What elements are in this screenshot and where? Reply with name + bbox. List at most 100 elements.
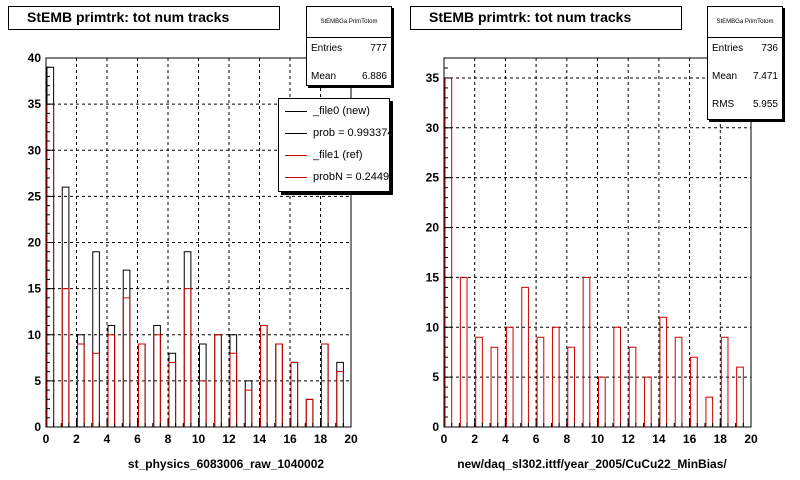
left-stats-mean: Mean 6.886 — [311, 71, 387, 85]
right-bar-series0 — [444, 77, 453, 427]
left-bar-series0 — [199, 343, 207, 427]
right-stats-entries-value: 736 — [761, 43, 778, 54]
left-stats-entries: Entries 777 — [311, 43, 387, 57]
right-xtick-label: 12 — [622, 432, 636, 446]
left-bar-series0 — [153, 325, 161, 427]
left-bar-series0 — [244, 380, 253, 427]
legend-swatch-file1 — [285, 155, 307, 156]
left-stats-mean-value: 6.886 — [361, 71, 387, 82]
legend-entry-prob: prob = 0.993374 — [279, 123, 389, 145]
right-stats-entries-label: Entries — [712, 43, 744, 54]
right-bar-series0 — [567, 346, 575, 427]
left-bar-series0 — [260, 325, 268, 427]
right-bar-series0 — [720, 336, 729, 427]
left-ytick-label: 35 — [28, 97, 42, 111]
left-plot-title: StEMB primtrk: tot num tracks — [8, 6, 280, 30]
left-stats-entries-label: Entries — [311, 43, 343, 54]
left-bar-series0 — [46, 66, 55, 427]
left-xtick-label: 8 — [165, 432, 172, 446]
right-xtick-label: 16 — [683, 432, 697, 446]
left-bar-series1 — [138, 343, 146, 427]
right-stats-rms-label: RMS — [712, 99, 735, 110]
left-ytick-label: 10 — [28, 328, 42, 342]
left-xtick-label: 20 — [344, 432, 358, 446]
right-bar-series0 — [690, 356, 698, 427]
left-bar-series1 — [229, 352, 238, 427]
left-bar-series1 — [61, 288, 70, 427]
left-plot: 0 5 10 15 20 25 30 35 40 0 2 4 6 8 10 12 14 16 18 20 st_phys… — [28, 51, 358, 471]
right-stats-rms-value: 5.955 — [752, 99, 778, 110]
left-bar-series0 — [138, 343, 146, 427]
right-bar-series0 — [505, 326, 514, 427]
legend-label-prob: prob = 0.993374 — [313, 127, 390, 139]
right-xtick-label: 8 — [563, 432, 570, 446]
left-bar-series1 — [321, 343, 329, 427]
right-ytick-label: 10 — [426, 320, 440, 334]
left-xtick-label: 18 — [314, 432, 328, 446]
left-bar-series1 — [107, 334, 116, 427]
left-bar-series1 — [336, 371, 344, 427]
left-bar-series0 — [107, 325, 116, 427]
left-bar-series1 — [46, 103, 55, 427]
right-bar-series0 — [674, 336, 683, 427]
right-bar-series0 — [459, 276, 468, 427]
right-ytick-label: 5 — [432, 370, 439, 384]
left-xtick-label: 6 — [134, 432, 141, 446]
right-stats-entries: Entries 736 — [712, 43, 778, 57]
left-ytick-label: 20 — [28, 236, 42, 250]
right-stats-header: StEMBGa PrimTotom — [708, 7, 782, 38]
left-stats-mean-label: Mean — [311, 71, 337, 82]
left-bar-series0 — [275, 343, 283, 427]
left-bar-series1 — [168, 361, 177, 427]
right-xtick-label: 10 — [591, 432, 605, 446]
right-bar-series0 — [475, 336, 483, 427]
left-bar-series1 — [77, 343, 85, 427]
right-xlabel: new/daq_sl302.ittf/year_2005/CuCu22_MinB… — [457, 457, 727, 471]
right-plot-title: StEMB primtrk: tot num tracks — [410, 6, 682, 30]
legend-entry-file1: _file1 (ref) — [279, 145, 389, 167]
left-bar-series0 — [321, 343, 329, 427]
left-stats-box: StEMBGa PrimTotom Entries 777 Mean 6.886 — [306, 6, 392, 86]
left-ytick-label: 0 — [34, 420, 41, 434]
left-xtick-label: 4 — [104, 432, 111, 446]
left-stats-entries-value: 777 — [370, 43, 387, 54]
left-bar-series1 — [290, 361, 299, 427]
right-bar-series0 — [736, 366, 744, 427]
right-ytick-label: 35 — [426, 71, 440, 85]
right-bar-series0 — [582, 276, 591, 427]
right-ytick-label: 15 — [426, 270, 440, 284]
right-ytick-label: 20 — [426, 221, 440, 235]
left-bar-series0 — [183, 251, 192, 427]
right-bar-series0 — [598, 376, 606, 427]
right-xtick-label: 14 — [652, 432, 666, 446]
legend-label-file1: _file1 (ref) — [313, 149, 363, 161]
right-xtick-label: 20 — [744, 432, 758, 446]
right-bar-series0 — [628, 346, 637, 427]
left-xtick-label: 12 — [222, 432, 236, 446]
right-ytick-label: 30 — [426, 121, 440, 135]
right-plot: 0 5 10 15 20 25 30 35 0 2 4 6 8 10 12 14 16 18 20 new/daq_s… — [426, 57, 758, 471]
left-bar-series1 — [153, 334, 161, 427]
left-bar-series0 — [305, 398, 314, 427]
right-xtick-label: 6 — [533, 432, 540, 446]
left-bar-series0 — [61, 186, 70, 427]
right-xtick-label: 18 — [714, 432, 728, 446]
right-bar-series0 — [521, 286, 529, 427]
left-bar-series1 — [275, 343, 283, 427]
left-bar-series0 — [92, 251, 100, 427]
left-bar-series1 — [214, 334, 222, 427]
legend-swatch-prob — [285, 133, 307, 134]
left-bar-series1 — [183, 288, 192, 427]
right-stats-rms: RMS 5.955 — [712, 99, 778, 113]
right-xtick-label: 0 — [441, 432, 448, 446]
left-bar-series1 — [305, 398, 314, 427]
right-ytick-label: 25 — [426, 171, 440, 185]
left-xtick-label: 2 — [73, 432, 80, 446]
left-bar-series1 — [92, 352, 100, 427]
left-bar-series0 — [290, 361, 299, 427]
left-xtick-label: 10 — [192, 432, 206, 446]
right-stats-mean-value: 7.471 — [752, 71, 778, 82]
left-xlabel: st_physics_6083006_raw_1040002 — [128, 457, 324, 471]
left-ytick-label: 25 — [28, 189, 42, 203]
right-bar-series0 — [659, 316, 668, 427]
